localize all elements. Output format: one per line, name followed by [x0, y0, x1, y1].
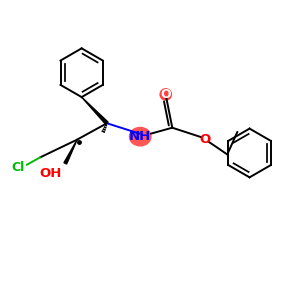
- Circle shape: [160, 89, 171, 100]
- Text: O: O: [160, 88, 171, 101]
- Text: NH: NH: [129, 130, 151, 143]
- Polygon shape: [82, 97, 108, 124]
- Polygon shape: [64, 140, 77, 164]
- Text: Cl: Cl: [11, 161, 24, 174]
- Ellipse shape: [130, 128, 151, 146]
- Text: OH: OH: [39, 167, 62, 180]
- Text: O: O: [200, 133, 211, 146]
